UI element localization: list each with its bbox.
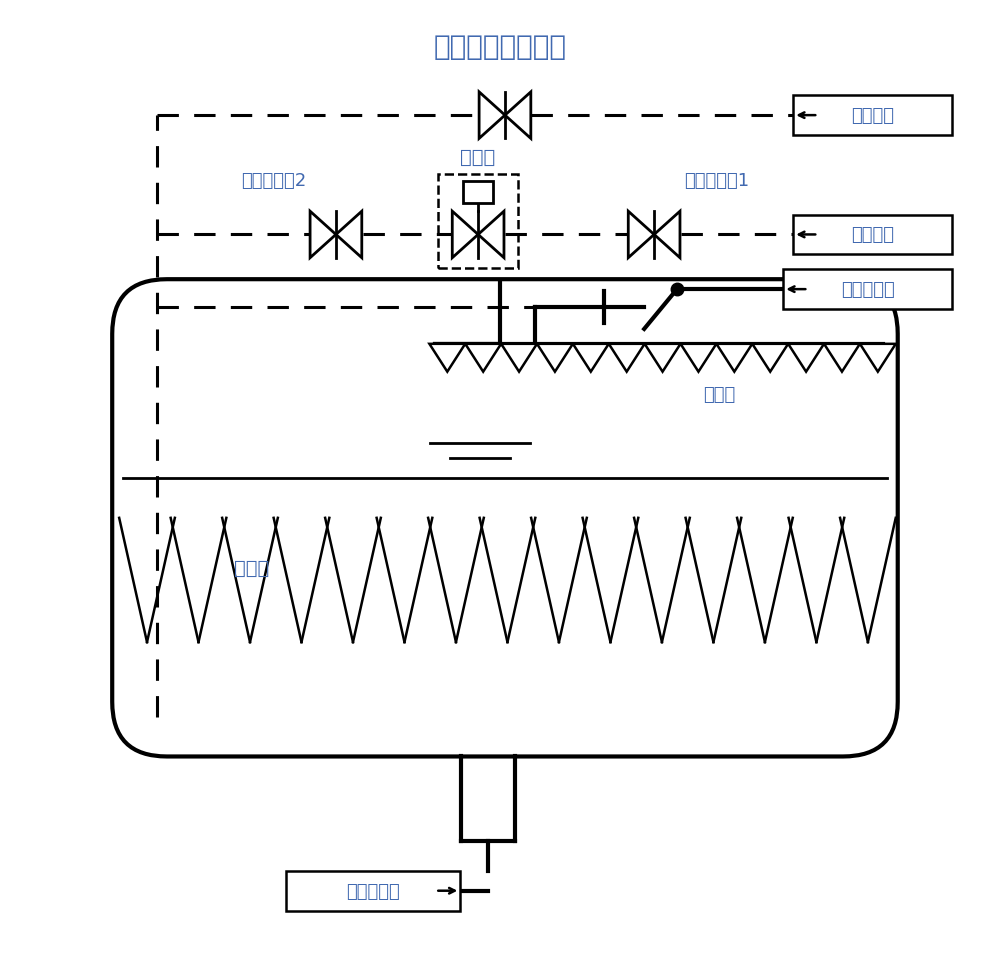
Text: 高压蒸汽: 高压蒸汽 [851,107,894,125]
Text: 除氧器出水: 除氧器出水 [346,882,400,900]
Polygon shape [310,212,362,258]
FancyBboxPatch shape [463,182,493,204]
Polygon shape [654,212,680,258]
Polygon shape [537,344,573,373]
FancyBboxPatch shape [793,215,952,255]
Polygon shape [505,93,531,139]
Text: 除氧器蒸汽调节阀: 除氧器蒸汽调节阀 [434,32,566,61]
Text: 稳压阀: 稳压阀 [460,149,496,167]
Polygon shape [336,212,362,258]
Polygon shape [788,344,824,373]
Polygon shape [628,212,654,258]
Polygon shape [645,344,680,373]
FancyBboxPatch shape [112,280,898,757]
Polygon shape [479,93,505,139]
Polygon shape [478,212,504,258]
Polygon shape [452,212,504,258]
Polygon shape [860,344,896,373]
Text: 高压蒸汽: 高压蒸汽 [851,226,894,244]
Polygon shape [681,344,716,373]
Polygon shape [452,212,478,258]
Polygon shape [479,93,531,139]
Polygon shape [752,344,788,373]
Polygon shape [716,344,752,373]
Polygon shape [628,212,680,258]
Polygon shape [824,344,860,373]
Polygon shape [429,344,465,373]
Text: 除氧器进水: 除氧器进水 [841,281,895,299]
Text: 气动隔离阀1: 气动隔离阀1 [684,171,749,190]
Polygon shape [573,344,609,373]
Polygon shape [310,212,336,258]
Text: 喷淋管: 喷淋管 [703,385,735,403]
FancyBboxPatch shape [783,270,952,310]
Text: 气动隔离阀2: 气动隔离阀2 [241,171,306,190]
Polygon shape [501,344,537,373]
Polygon shape [465,344,501,373]
Polygon shape [609,344,645,373]
Text: 鼓泡管: 鼓泡管 [234,558,269,577]
FancyBboxPatch shape [793,96,952,136]
FancyBboxPatch shape [286,871,460,911]
